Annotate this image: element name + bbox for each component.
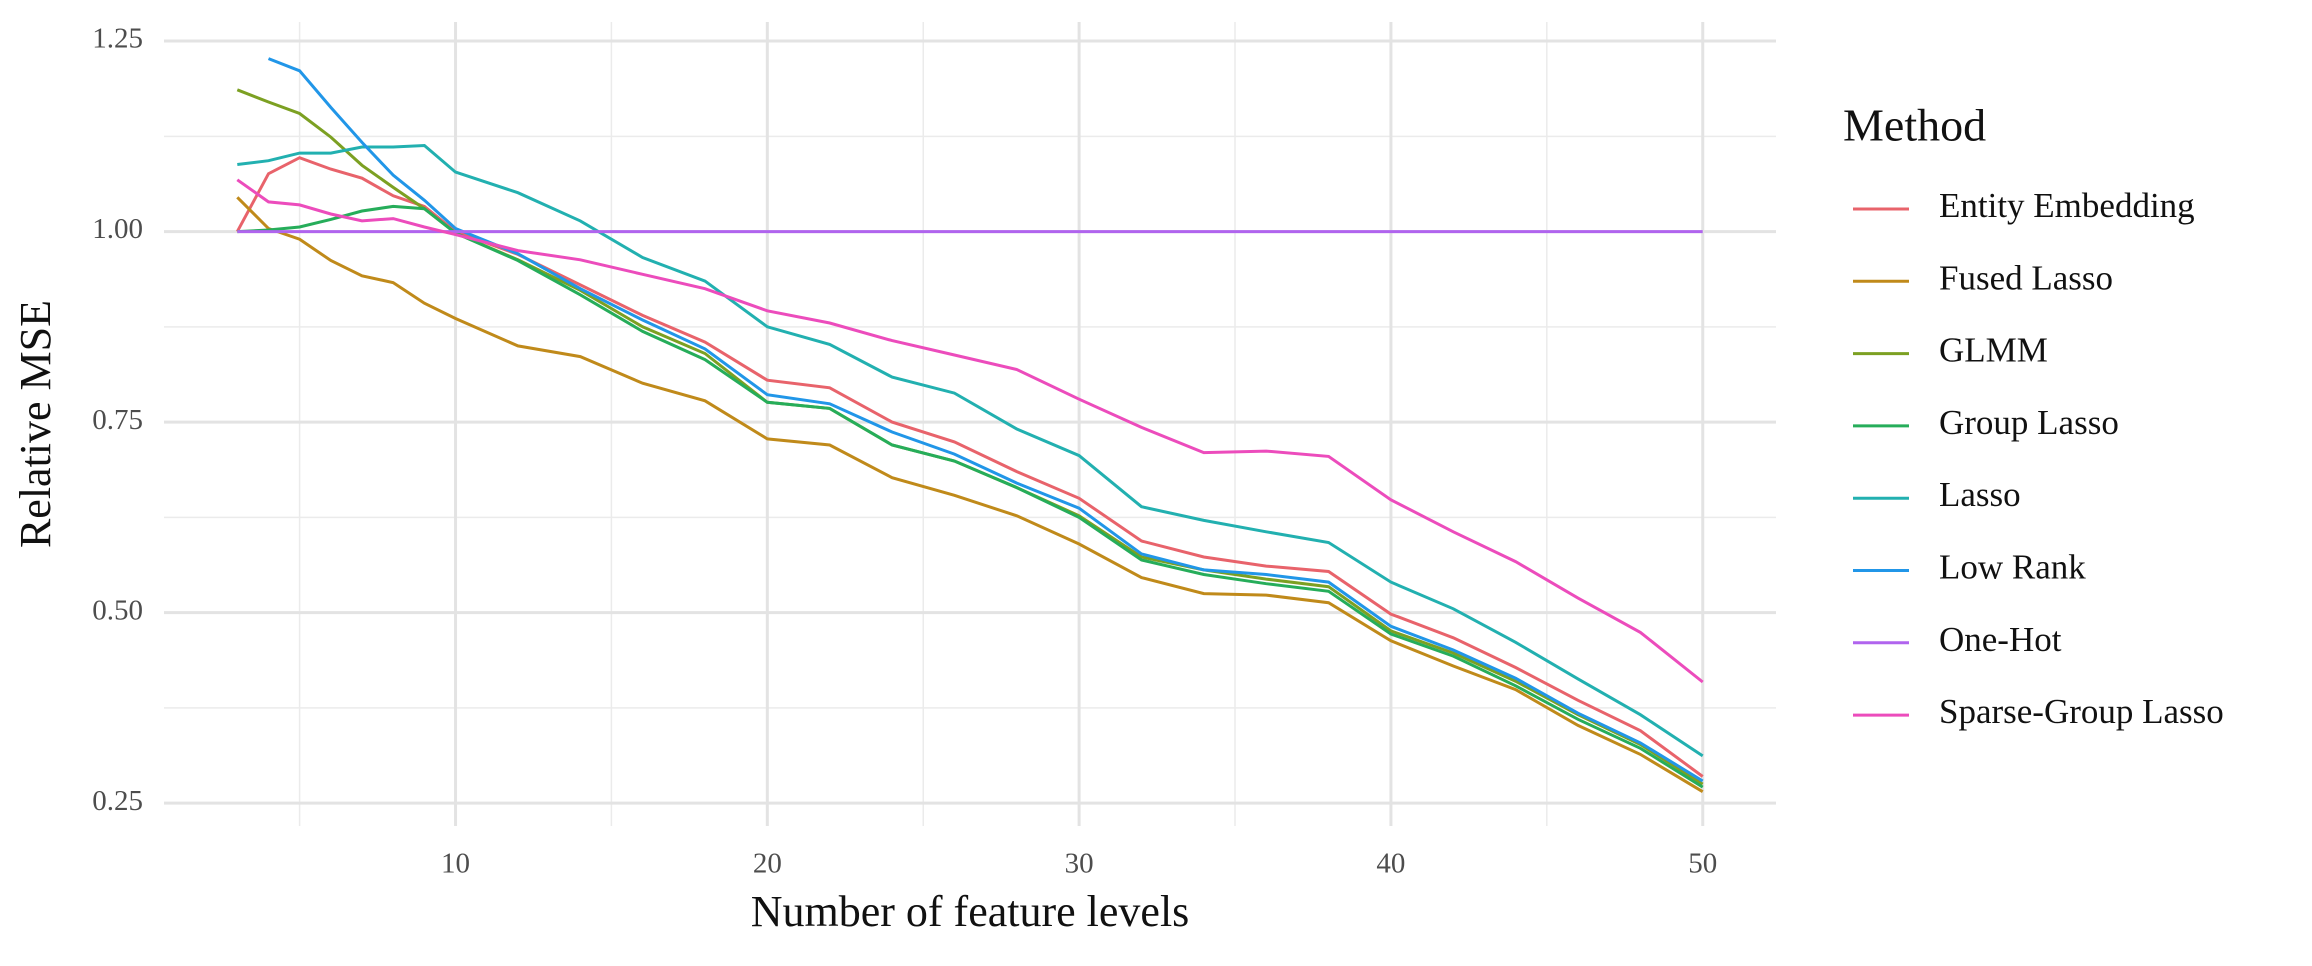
series-line xyxy=(237,204,1704,789)
x-tick-label: 50 xyxy=(1688,848,1717,880)
y-tick-label: 0.50 xyxy=(92,594,143,626)
series-line xyxy=(235,156,1704,778)
legend-label: Sparse-Group Lasso xyxy=(1939,692,2224,731)
series-line xyxy=(267,57,1704,783)
series-line xyxy=(236,88,1704,786)
x-axis-title: Number of feature levels xyxy=(751,887,1190,936)
x-tick-label: 20 xyxy=(753,848,782,880)
y-tick-label: 1.00 xyxy=(92,213,143,245)
legend-label: Lasso xyxy=(1939,475,2021,514)
legend-label: Fused Lasso xyxy=(1939,258,2113,297)
legend-label: One-Hot xyxy=(1939,620,2062,659)
legend-label: GLMM xyxy=(1939,331,2048,370)
legend-title: Method xyxy=(1843,100,1986,151)
y-tick-label: 1.25 xyxy=(92,23,143,55)
legend-label: Low Rank xyxy=(1939,548,2086,587)
series-line xyxy=(236,178,1704,684)
y-tick-label: 0.25 xyxy=(92,785,143,817)
y-tick-label: 0.75 xyxy=(92,404,143,436)
legend-label: Group Lasso xyxy=(1939,403,2119,442)
x-tick-label: 10 xyxy=(441,848,470,880)
x-tick-label: 40 xyxy=(1376,848,1405,880)
y-axis-title: Relative MSE xyxy=(11,300,60,548)
x-tick-label: 30 xyxy=(1065,848,1094,880)
series-line xyxy=(236,196,1704,793)
series-line xyxy=(237,143,1704,758)
legend-label: Entity Embedding xyxy=(1939,186,2195,225)
